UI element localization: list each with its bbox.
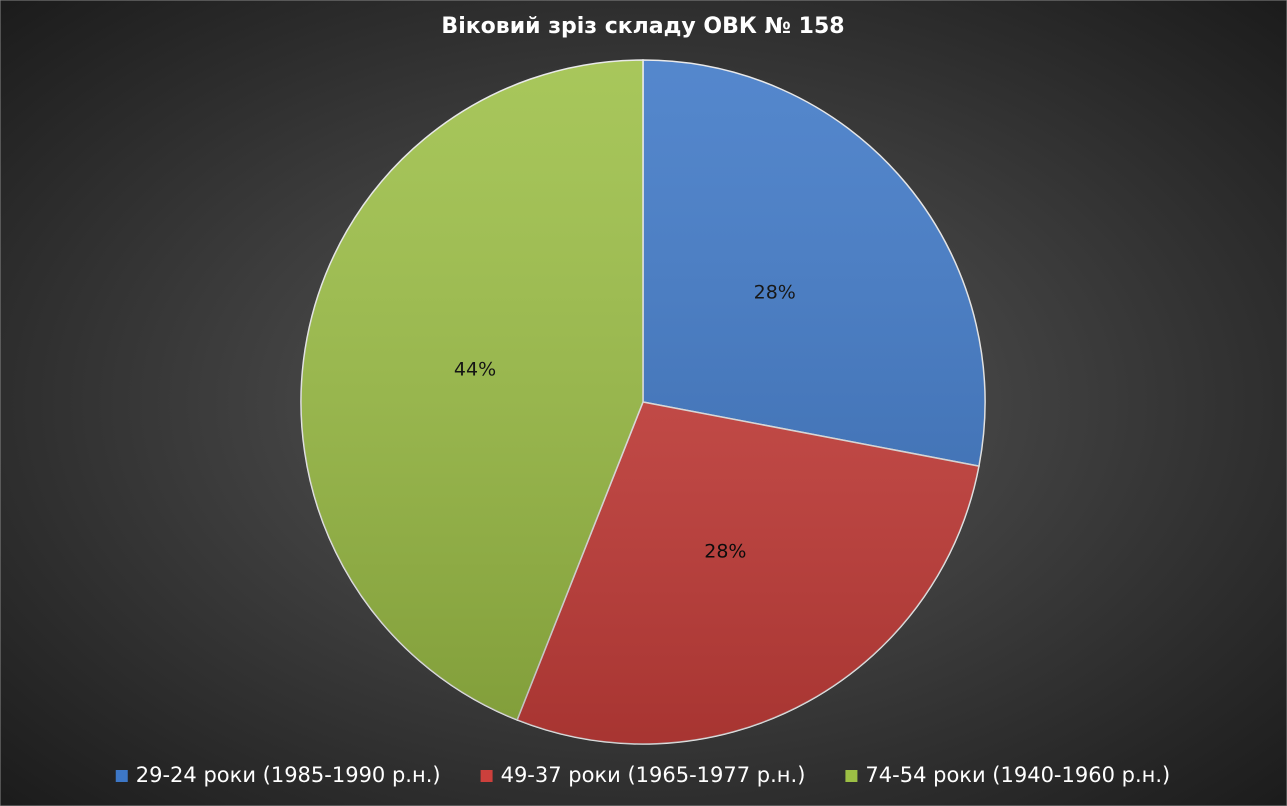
legend-label: 49-37 роки (1965-1977 р.н.) — [501, 763, 806, 787]
legend-label: 29-24 роки (1985-1990 р.н.) — [136, 763, 441, 787]
legend-item: 49-37 роки (1965-1977 р.н.) — [480, 763, 806, 787]
legend: 29-24 роки (1985-1990 р.н.) 49-37 роки (1… — [115, 763, 1170, 787]
legend-item: 29-24 роки (1985-1990 р.н.) — [115, 763, 441, 787]
legend-marker — [115, 770, 128, 782]
legend-label: 74-54 роки (1940-1960 р.н.) — [865, 763, 1170, 787]
data-label: 28% — [754, 282, 796, 304]
legend-marker — [845, 770, 858, 782]
pie: 28% 28% 44% — [300, 59, 986, 745]
legend-item: 74-54 роки (1940-1960 р.н.) — [845, 763, 1170, 787]
data-label: 44% — [454, 358, 496, 380]
chart-title: Віковий зріз складу ОВК № 158 — [441, 14, 844, 39]
legend-marker — [480, 770, 493, 782]
data-label: 28% — [704, 540, 746, 562]
